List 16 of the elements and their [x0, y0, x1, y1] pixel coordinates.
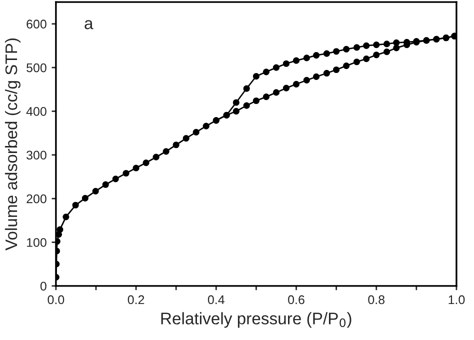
- y-tick-label: 200: [26, 194, 46, 204]
- x-tick-label: 1.0: [448, 295, 465, 304]
- y-tick-label: 600: [26, 20, 46, 29]
- x-tick-label: 0.0: [48, 295, 64, 304]
- y-tick-label: 100: [27, 238, 46, 247]
- y-tick-label: 0: [40, 282, 46, 291]
- x-axis-title: Relatively pressure (P/P$_{0}$): [161, 312, 352, 328]
- x-tick-label: 0.4: [208, 295, 224, 304]
- y-tick-label: 300: [26, 150, 46, 160]
- y-tick-label: 400: [26, 107, 46, 116]
- x-tick-label: 0.6: [288, 295, 304, 304]
- y-axis-title: Volume adsorbed (cc/g STP): [4, 38, 20, 250]
- x-tick-label: 0.8: [368, 295, 384, 304]
- x-tick-label: 0.2: [128, 295, 144, 304]
- annotation: a: [84, 20, 94, 30]
- y-tick-label: 500: [26, 63, 46, 72]
